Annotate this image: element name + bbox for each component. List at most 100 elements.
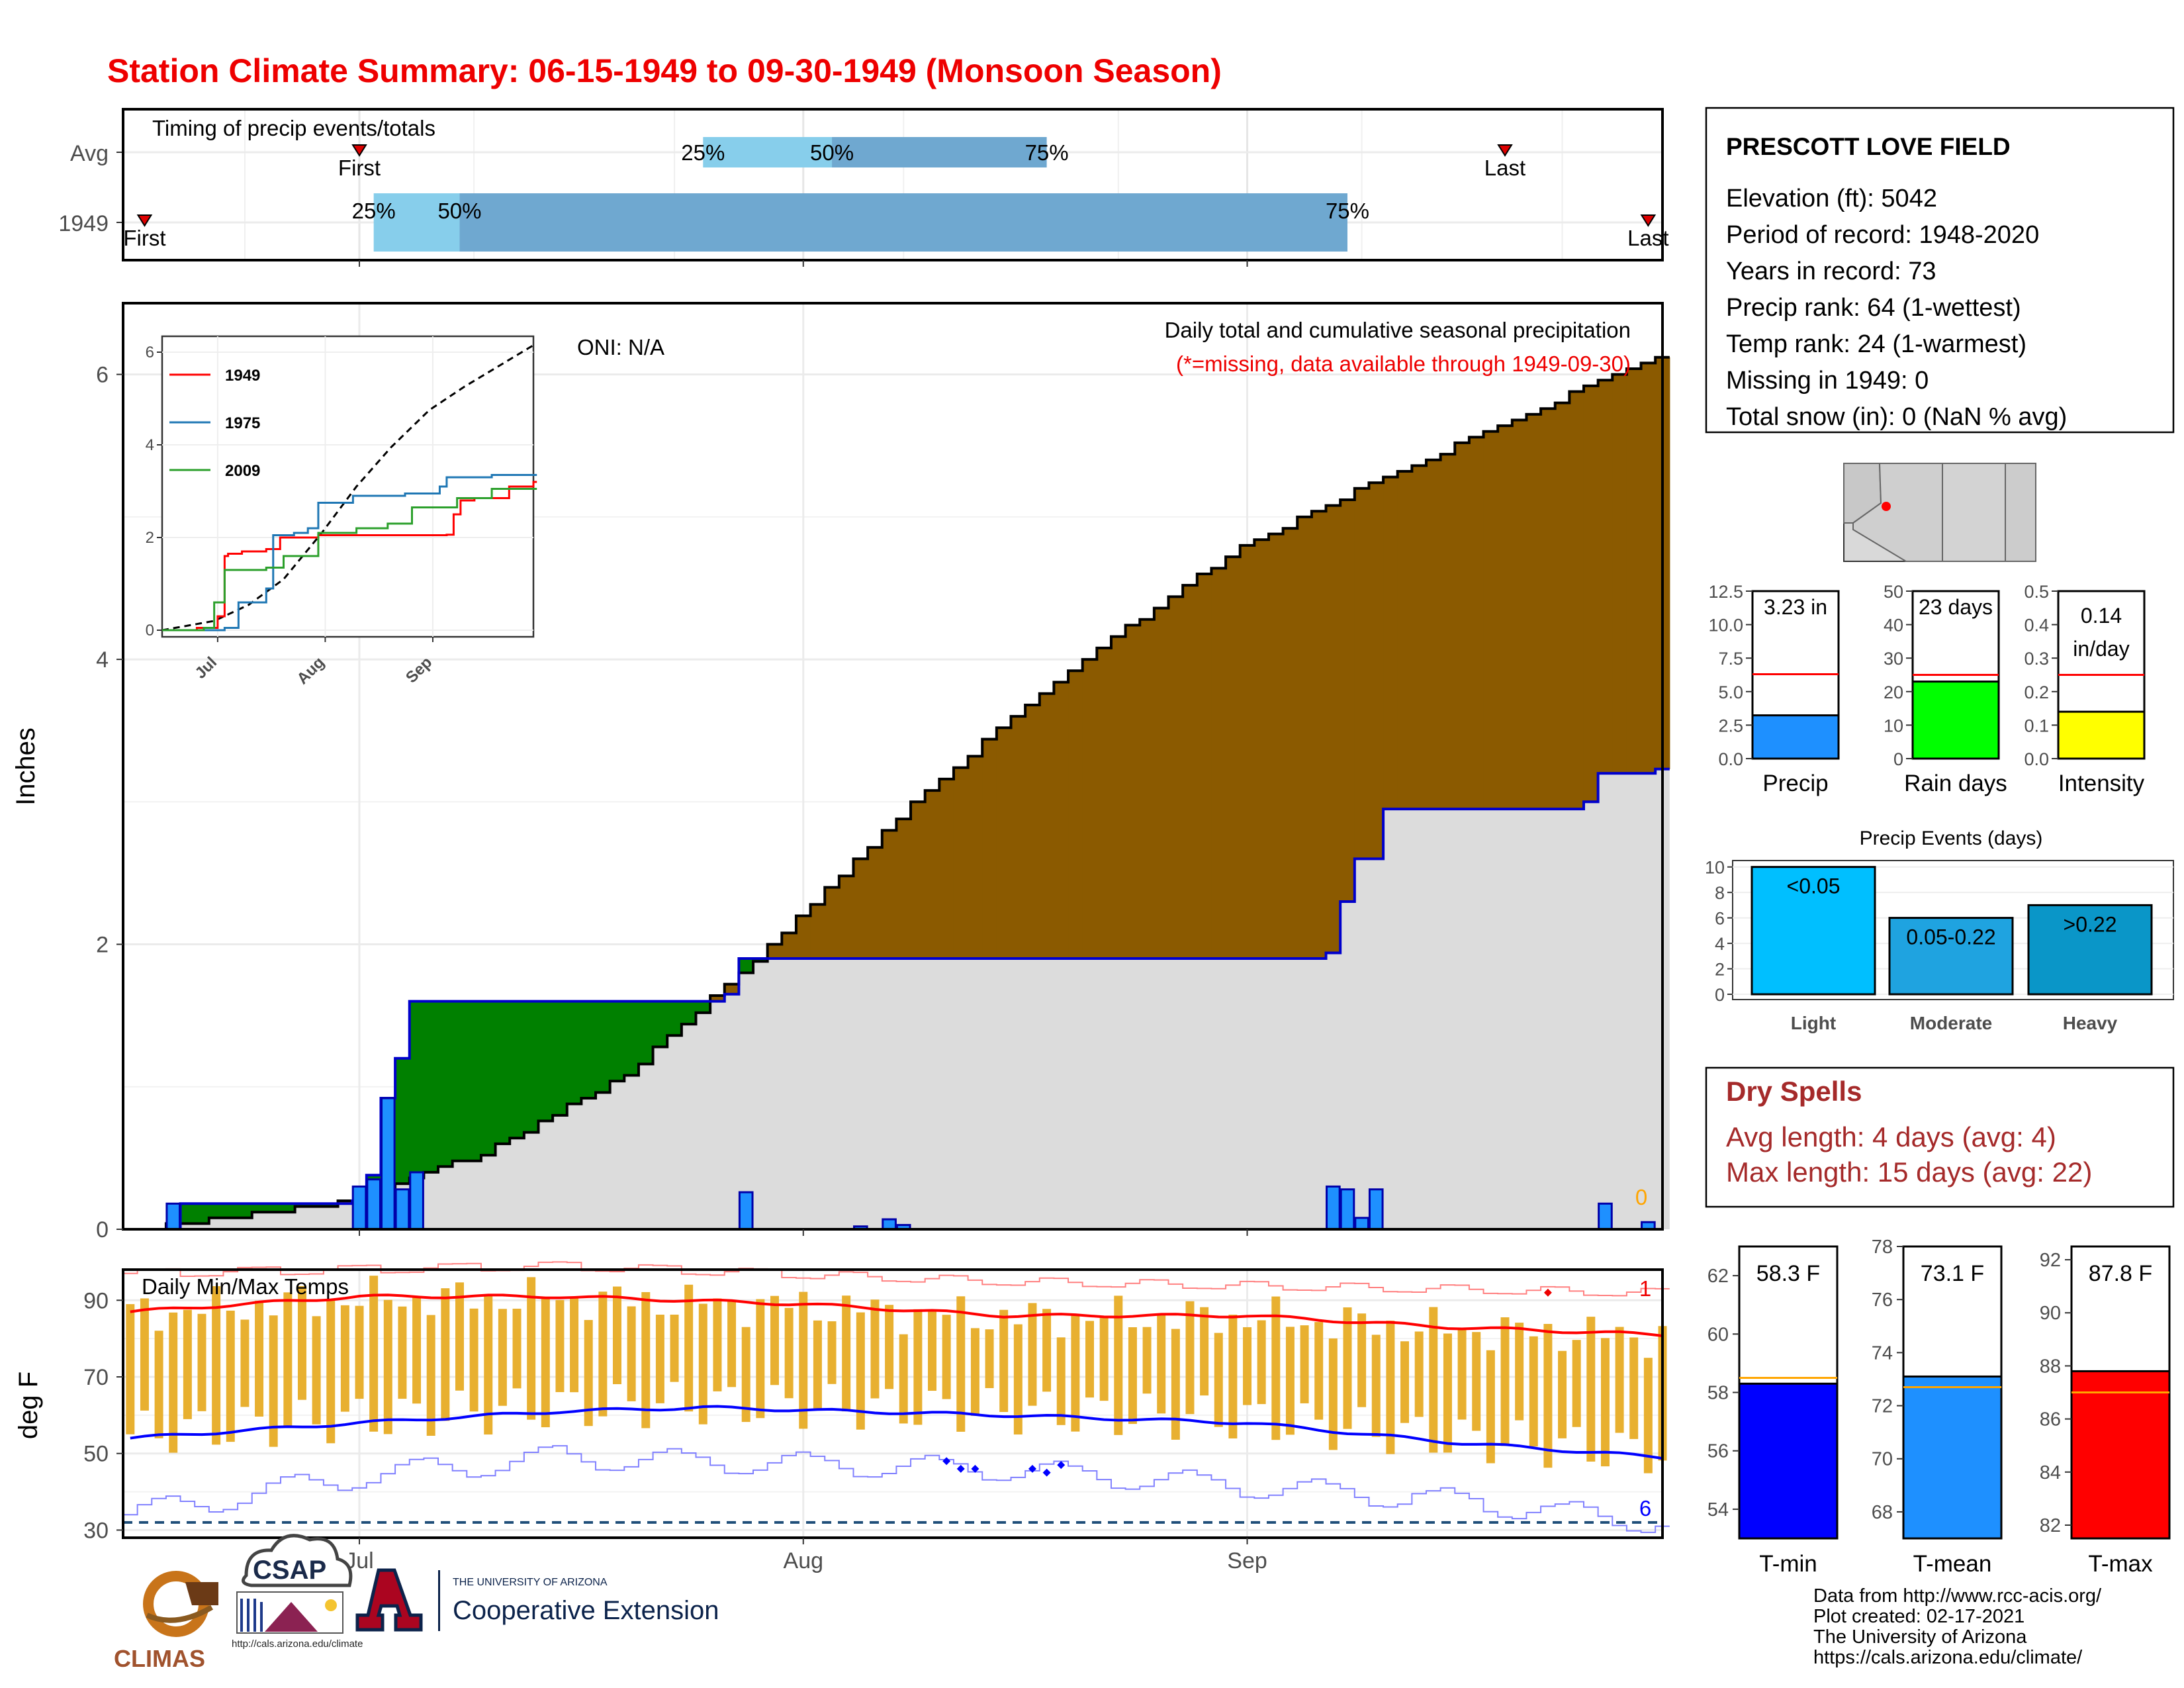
daily-precip-bar	[1598, 1202, 1613, 1231]
footer-line: Plot created: 02-17-2021	[1813, 1606, 2025, 1627]
mini-bar-tick-label: 0.1	[2024, 716, 2049, 735]
deficit-fill	[266, 1203, 281, 1213]
daily-temp-bar	[1386, 1321, 1395, 1454]
timing-marker-label: First	[338, 156, 381, 180]
daily-precip-bar	[409, 1171, 424, 1231]
surplus-fill	[1082, 659, 1097, 959]
deficit-fill	[424, 1001, 439, 1172]
daily-temp-bar	[383, 1299, 392, 1434]
timing-pct-label: 75%	[1025, 140, 1069, 165]
precip-event-bar	[1888, 917, 2014, 996]
timing-pct-label: 50%	[437, 199, 481, 223]
temp-ytick-label: 70	[83, 1365, 109, 1390]
daily-temp-bar	[1486, 1350, 1495, 1464]
daily-temp-bar	[813, 1320, 822, 1409]
deficit-fill	[180, 1203, 195, 1224]
deficit-fill	[696, 1001, 711, 1013]
daily-temp-bar	[498, 1309, 507, 1406]
timing-marker	[1640, 214, 1657, 227]
daily-temp-bar	[555, 1299, 565, 1393]
temp-ytick-label: 30	[83, 1518, 109, 1543]
dry-spells-title: Dry Spells	[1726, 1076, 1862, 1107]
daily-temp-bar	[985, 1329, 994, 1388]
temp-summary-value: 58.3 F	[1756, 1261, 1820, 1286]
daily-temp-bar	[870, 1299, 880, 1399]
surplus-fill	[1383, 477, 1398, 810]
inset-ytick-label: 0	[146, 622, 154, 639]
precip-event-bar-label: >0.22	[2064, 912, 2117, 936]
timing-marker	[136, 214, 153, 227]
surplus-fill	[1340, 500, 1355, 902]
precip-event-category: Moderate	[1910, 1013, 1992, 1033]
surplus-fill	[1154, 608, 1169, 959]
record-low-marker	[956, 1464, 965, 1473]
daily-temp-bar	[1515, 1323, 1524, 1421]
surplus-fill	[1369, 483, 1384, 859]
daily-temp-bar	[1472, 1332, 1481, 1431]
surplus-fill	[1226, 557, 1241, 959]
daily-temp-bar	[727, 1299, 737, 1387]
surplus-fill	[1569, 391, 1584, 810]
timing-pct-label: 25%	[681, 140, 725, 165]
deficit-fill	[581, 1001, 596, 1098]
daily-temp-bar	[641, 1291, 651, 1429]
temp-summary-bar	[2070, 1370, 2171, 1540]
daily-temp-bar	[541, 1299, 550, 1428]
daily-temp-bar	[1371, 1335, 1381, 1437]
daily-temp-bar	[741, 1327, 751, 1423]
daily-temp-bar	[1343, 1307, 1352, 1429]
surplus-fill	[1469, 437, 1484, 810]
surplus-fill	[1140, 619, 1155, 959]
precip-ytick-label: 0	[96, 1217, 109, 1243]
footer-line: The University of Arizona	[1813, 1626, 2027, 1648]
missing-count: 0	[1635, 1185, 1647, 1209]
deficit-fill	[309, 1203, 324, 1207]
daily-temp-bar	[1013, 1324, 1023, 1435]
daily-temp-bar	[842, 1295, 851, 1412]
record-low-marker	[1028, 1464, 1036, 1473]
precip-event-category: Heavy	[2063, 1013, 2118, 1033]
daily-precip-bar	[1368, 1188, 1384, 1231]
precip-event-tick-label: 8	[1715, 883, 1725, 903]
avg-tmin-line	[130, 1405, 1663, 1460]
inset-average-line	[161, 344, 534, 632]
daily-temp-bar	[169, 1312, 178, 1453]
deficit-fill	[238, 1203, 253, 1218]
surplus-fill	[1512, 420, 1527, 810]
daily-temp-bar	[183, 1309, 192, 1419]
mini-bar-value: 23 days	[1919, 595, 1993, 619]
daily-temp-bar	[1228, 1315, 1238, 1439]
deficit-fill	[653, 1001, 668, 1047]
temp-summary-tick-label: 90	[2040, 1303, 2061, 1324]
precip-event-bar	[2027, 904, 2153, 996]
surplus-fill	[1211, 568, 1226, 959]
station-line: Precip rank: 64 (1-wettest)	[1726, 294, 2021, 322]
daily-temp-bar	[1629, 1337, 1639, 1439]
daily-precip-bar	[882, 1218, 897, 1231]
surplus-fill	[996, 727, 1012, 959]
deficit-fill	[753, 959, 768, 962]
surplus-fill	[925, 790, 940, 959]
mini-bar-tick-label: 0.0	[2024, 749, 2049, 769]
temp-bar-charts: 54 56 58 60 62 58.3 F T-min 68 70 72 74 76 78 73.1 F T…	[1707, 1237, 2171, 1577]
surplus-fill	[1397, 471, 1412, 810]
station-location-marker	[1882, 502, 1891, 511]
surplus-fill	[896, 819, 911, 959]
surplus-fill	[1197, 573, 1212, 959]
daily-temp-bar	[1257, 1320, 1266, 1405]
temp-ytick-label: 90	[83, 1288, 109, 1313]
xaxis-month-label: Sep	[1227, 1548, 1267, 1573]
precip-event-bar	[1751, 866, 1876, 996]
temp-summary-label: T-mean	[1913, 1551, 1992, 1577]
daily-temp-bar	[1600, 1338, 1610, 1467]
mini-bar-value: 0.14	[2081, 604, 2122, 628]
timing-marker-label: First	[123, 226, 165, 250]
surplus-fill	[1440, 454, 1455, 810]
mini-bar-tick-label: 0	[1893, 749, 1903, 769]
daily-temp-bar	[1099, 1318, 1109, 1401]
daily-temp-bar	[1400, 1341, 1410, 1423]
daily-temp-bar	[928, 1310, 936, 1391]
daily-temp-bar	[1085, 1321, 1095, 1398]
daily-temp-bar	[612, 1286, 621, 1385]
